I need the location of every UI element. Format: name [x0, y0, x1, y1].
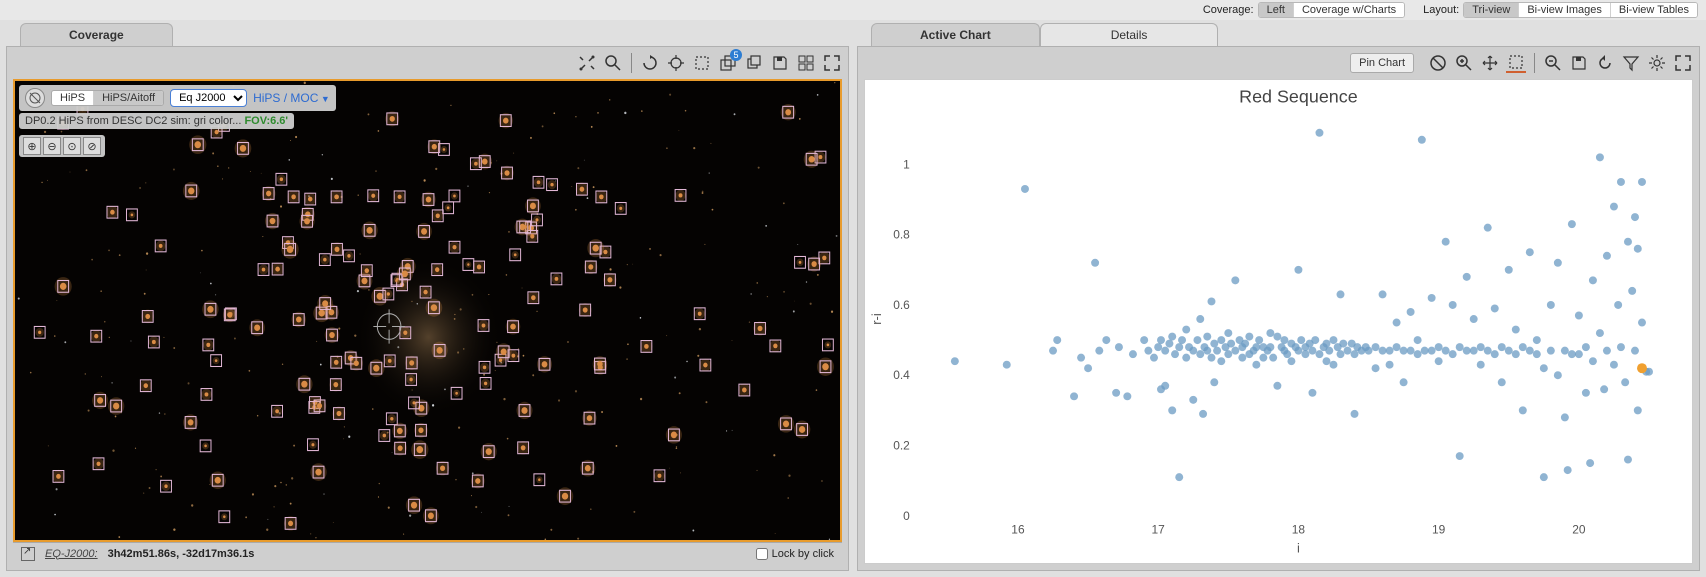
pin-chart-button[interactable]: Pin Chart — [1350, 53, 1414, 73]
svg-text:i: i — [1297, 541, 1300, 556]
chart-toolbar: Pin Chart — [858, 47, 1699, 79]
chart-toolbar-separator — [1534, 53, 1535, 73]
tab-details[interactable]: Details — [1040, 23, 1219, 46]
seg-option-coverage-w-charts[interactable]: Coverage w/Charts — [1294, 3, 1404, 17]
layers-icon[interactable]: 5 — [718, 53, 738, 73]
crosshair-icon[interactable] — [666, 53, 686, 73]
select-box-icon[interactable] — [692, 53, 712, 73]
undo-icon[interactable] — [1595, 53, 1615, 73]
image-info: DP0.2 HiPS from DESC DC2 sim: gri color.… — [19, 113, 294, 129]
image-fov: FOV:6.6' — [244, 115, 288, 127]
top-controls: Coverage: LeftCoverage w/Charts Layout: … — [0, 0, 1706, 20]
seg-option-bi-view-tables[interactable]: Bi-view Tables — [1611, 3, 1697, 17]
grid-icon[interactable] — [796, 53, 816, 73]
tab-coverage[interactable]: Coverage — [20, 23, 173, 46]
svg-text:20: 20 — [1572, 523, 1586, 537]
filter-icon[interactable] — [1621, 53, 1641, 73]
save-chart-icon[interactable] — [1569, 53, 1589, 73]
zoom-in-icon[interactable]: ⊕ — [23, 137, 41, 155]
svg-text:0: 0 — [903, 509, 910, 523]
svg-text:19: 19 — [1432, 523, 1446, 537]
target-icon[interactable] — [25, 88, 45, 108]
coverage-label: Coverage: — [1203, 4, 1254, 16]
coverage-segmented[interactable]: LeftCoverage w/Charts — [1258, 2, 1406, 18]
image-top-controls: HiPSHiPS/Aitoff Eq J2000 HiPS / MOC — [19, 85, 336, 111]
no-filter-icon[interactable] — [1428, 53, 1448, 73]
layout-label: Layout: — [1423, 4, 1459, 16]
zoom-icon[interactable] — [603, 53, 623, 73]
popout-icon[interactable] — [21, 547, 35, 561]
lock-label: Lock by click — [772, 548, 834, 560]
chart-canvas: 16 17 18 19 20 0 0.2 0.4 0.6 0.8 1 Red Sequence i r-i — [865, 80, 1692, 563]
toolbar-separator — [631, 53, 632, 73]
zoom-controls: ⊕ ⊖ ⊙ ⊘ — [19, 135, 105, 157]
image-status-bar: EQ-J2000: 3h42m51.86s, -32d17m36.1s Lock… — [13, 542, 842, 564]
layers-badge: 5 — [730, 49, 742, 61]
coord-select[interactable]: Eq J2000 — [170, 89, 247, 107]
coord-readout: 3h42m51.86s, -32d17m36.1s — [108, 548, 255, 560]
seg-option-tri-view[interactable]: Tri-view — [1464, 3, 1519, 17]
svg-text:0.4: 0.4 — [893, 368, 910, 382]
coverage-panel: Coverage 5 — [6, 20, 849, 571]
svg-text:Red Sequence: Red Sequence — [1239, 86, 1358, 106]
sky-image-frame[interactable]: HiPSHiPS/Aitoff Eq J2000 HiPS / MOC DP0.… — [13, 79, 842, 542]
pan-icon[interactable] — [1480, 53, 1500, 73]
image-toolbar: 5 — [7, 47, 848, 79]
expand-chart-icon[interactable] — [1673, 53, 1693, 73]
expand-icon[interactable] — [822, 53, 842, 73]
zoom-in-chart-icon[interactable] — [1454, 53, 1474, 73]
save-icon[interactable] — [770, 53, 790, 73]
rotate-icon[interactable] — [640, 53, 660, 73]
sky-canvas — [15, 81, 840, 540]
tab-active-chart[interactable]: Active Chart — [871, 23, 1040, 46]
svg-text:16: 16 — [1011, 523, 1025, 537]
box-select-chart-icon[interactable] — [1506, 53, 1526, 73]
chart-frame[interactable]: 16 17 18 19 20 0 0.2 0.4 0.6 0.8 1 Red Sequence i r-i — [864, 79, 1693, 564]
reset-zoom-icon[interactable] — [1543, 53, 1563, 73]
zoom-1x-icon[interactable]: ⊘ — [83, 137, 101, 155]
chart-panel: Active ChartDetails Pin Chart — [857, 20, 1700, 571]
svg-text:18: 18 — [1292, 523, 1306, 537]
projection-segmented[interactable]: HiPSHiPS/Aitoff — [51, 90, 164, 106]
gear-icon[interactable] — [1647, 53, 1667, 73]
lock-by-click[interactable]: Lock by click — [756, 548, 834, 560]
zoom-out-icon[interactable]: ⊖ — [43, 137, 61, 155]
layout-segmented[interactable]: Tri-viewBi-view ImagesBi-view Tables — [1463, 2, 1698, 18]
zoom-fit-icon[interactable]: ⊙ — [63, 137, 81, 155]
svg-text:0.2: 0.2 — [893, 438, 910, 452]
seg-option-left[interactable]: Left — [1259, 3, 1294, 17]
image-desc: DP0.2 HiPS from DESC DC2 sim: gri color.… — [25, 115, 241, 127]
restore-icon[interactable] — [744, 53, 764, 73]
svg-text:r-i: r-i — [869, 313, 884, 325]
svg-text:0.6: 0.6 — [893, 298, 910, 312]
seg-option-hips-aitoff[interactable]: HiPS/Aitoff — [94, 91, 163, 105]
lock-checkbox[interactable] — [756, 548, 768, 560]
seg-option-bi-view-images[interactable]: Bi-view Images — [1519, 3, 1611, 17]
seg-option-hips[interactable]: HiPS — [52, 91, 94, 105]
coord-frame-label[interactable]: EQ-J2000: — [45, 548, 98, 560]
svg-text:0.8: 0.8 — [893, 228, 910, 242]
tools-icon[interactable] — [577, 53, 597, 73]
svg-text:17: 17 — [1152, 523, 1166, 537]
hips-moc-dropdown[interactable]: HiPS / MOC — [253, 91, 330, 105]
svg-text:1: 1 — [903, 157, 910, 171]
